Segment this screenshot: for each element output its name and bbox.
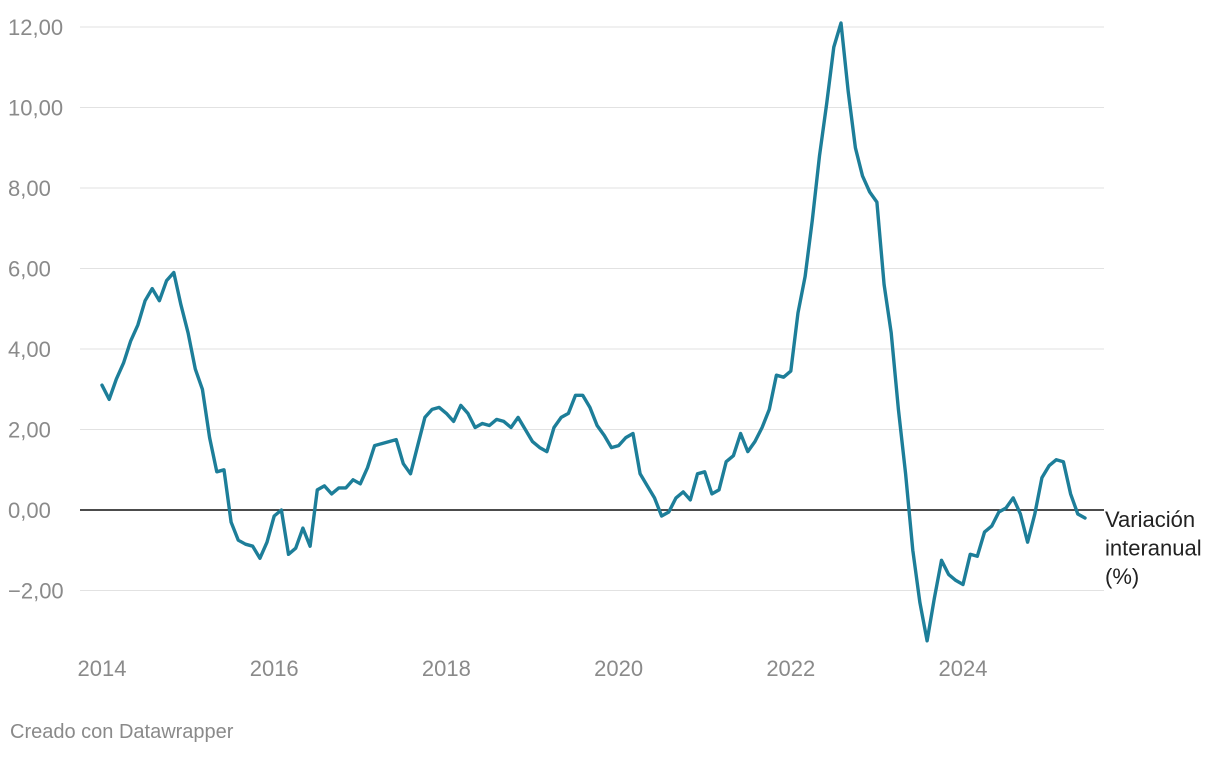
x-tick-label: 2020 — [594, 656, 643, 681]
series-line — [100, 21, 1087, 643]
y-tick-label: 12,00 — [8, 15, 63, 40]
series-label: Variación interanual (%) — [1105, 507, 1202, 589]
x-axis-tick-labels: 2014 2016 2018 2020 2022 2024 — [78, 656, 988, 681]
x-tick-label: 2018 — [422, 656, 471, 681]
gridlines — [80, 26, 1104, 591]
x-tick-label: 2024 — [939, 656, 988, 681]
y-tick-label: 0,00 — [8, 498, 51, 523]
y-tick-label: 6,00 — [8, 257, 51, 282]
y-axis-tick-labels: −2,00 0,00 2,00 4,00 6,00 8,00 10,00 12,00 — [8, 15, 64, 604]
series-label-line: Variación — [1105, 507, 1195, 532]
series-label-line: (%) — [1105, 564, 1139, 589]
y-tick-label: 2,00 — [8, 418, 51, 443]
y-tick-label: 8,00 — [8, 176, 51, 201]
credit-text: Creado con Datawrapper — [10, 721, 234, 743]
y-tick-label: 10,00 — [8, 96, 63, 121]
x-tick-label: 2016 — [250, 656, 299, 681]
series-label-line: interanual — [1105, 536, 1202, 561]
series-lines — [100, 21, 1087, 643]
y-tick-label: 4,00 — [8, 337, 51, 362]
y-tick-label: −2,00 — [8, 579, 64, 604]
x-tick-label: 2022 — [766, 656, 815, 681]
x-tick-label: 2014 — [78, 656, 127, 681]
